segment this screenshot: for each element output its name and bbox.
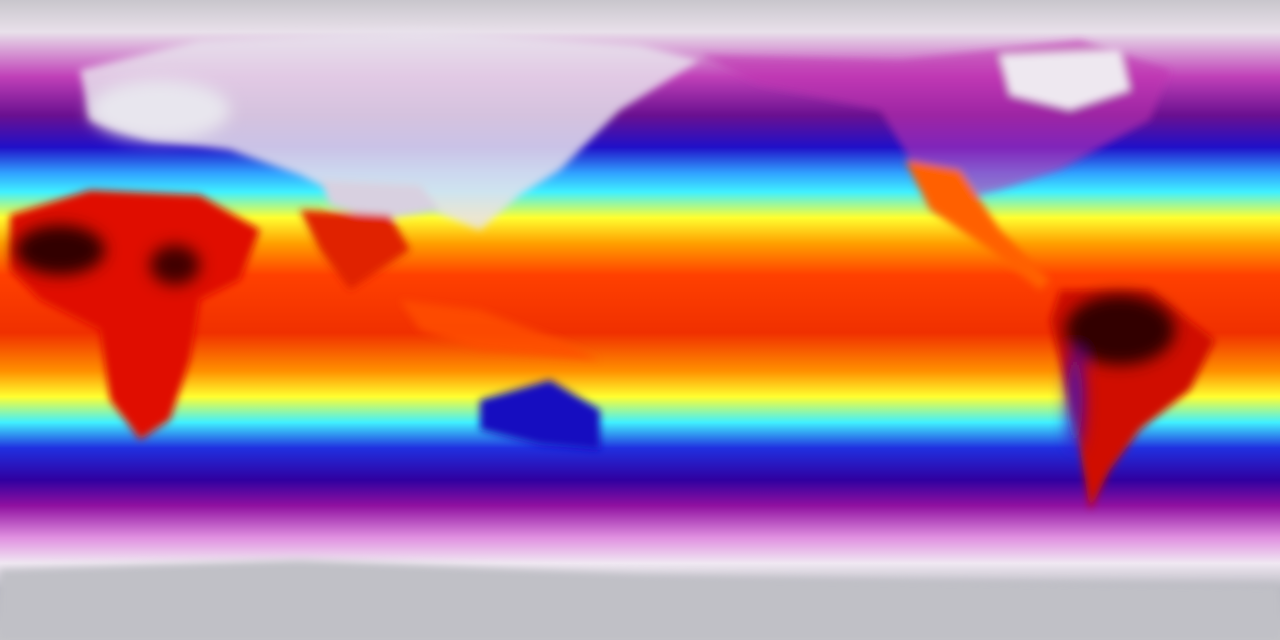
africa-hotspot bbox=[150, 245, 200, 285]
indonesia-landmass bbox=[400, 300, 600, 360]
australia-landmass bbox=[480, 380, 600, 450]
greenland-landmass bbox=[1000, 50, 1130, 110]
sahara-hotspot bbox=[15, 225, 105, 275]
europe-cold bbox=[90, 80, 230, 140]
india-landmass bbox=[300, 210, 410, 290]
antarctica-landmass bbox=[0, 560, 1280, 640]
asia-landmass bbox=[80, 30, 700, 230]
andes-cold bbox=[1067, 350, 1083, 450]
amazon-hotspot bbox=[1065, 295, 1175, 365]
tibet-plateau bbox=[320, 180, 440, 220]
central-america-landmass bbox=[905, 160, 1050, 290]
